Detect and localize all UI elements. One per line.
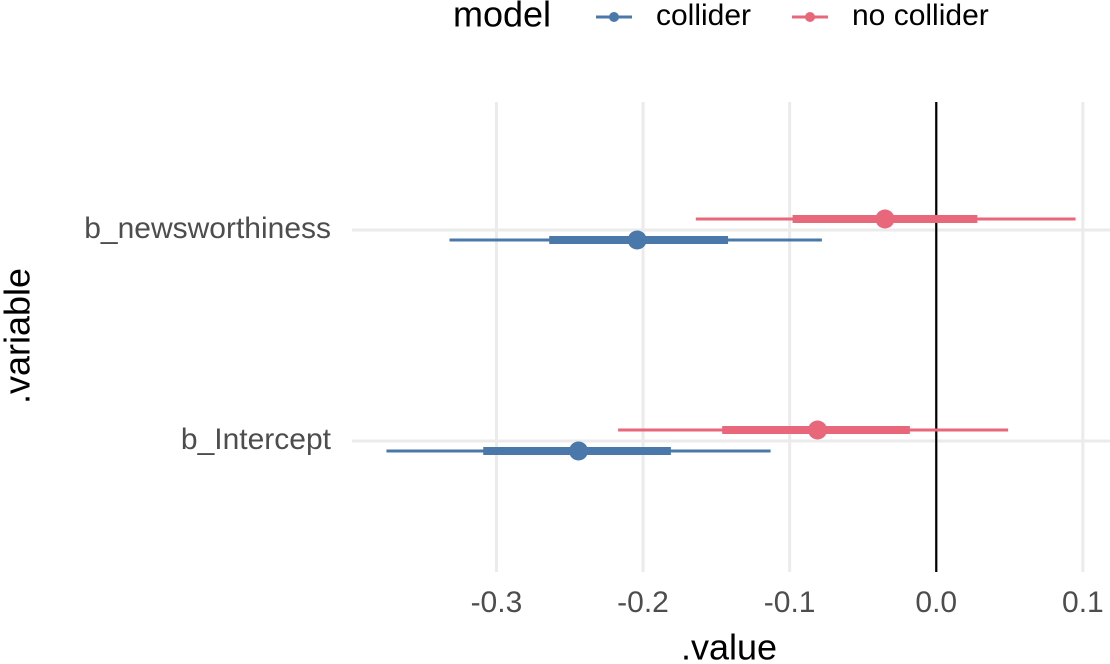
- y-axis-title: .variable: [0, 268, 38, 404]
- legend: model collider no collider: [453, 0, 989, 35]
- x-tick-label: -0.3: [471, 586, 523, 619]
- vertical-gridlines: [494, 102, 1085, 572]
- x-tick-label: 0.0: [915, 586, 957, 619]
- point-estimate: [627, 230, 647, 250]
- legend-key-point: [805, 12, 815, 22]
- point-estimate: [875, 209, 895, 229]
- legend-label: no collider: [852, 0, 989, 32]
- x-tick-label: -0.2: [617, 586, 669, 619]
- legend-entries: collider no collider: [596, 0, 989, 32]
- x-tick-label: 0.1: [1062, 586, 1104, 619]
- y-tick-labels: b_newsworthiness b_Intercept: [84, 212, 331, 456]
- horizontal-gridlines: [352, 228, 1110, 443]
- y-tick-label: b_newsworthiness: [84, 212, 331, 245]
- x-axis-title: .value: [681, 627, 777, 664]
- legend-key-point: [609, 12, 619, 22]
- legend-title: model: [453, 0, 551, 35]
- point-intervals: [386, 209, 1076, 461]
- x-tick-label: -0.1: [764, 586, 816, 619]
- point-estimate: [569, 441, 589, 461]
- legend-label: collider: [656, 0, 751, 32]
- point-estimate: [808, 420, 828, 440]
- x-tick-labels: -0.3 -0.2 -0.1 0.0 0.1: [471, 586, 1104, 619]
- y-tick-label: b_Intercept: [181, 423, 332, 456]
